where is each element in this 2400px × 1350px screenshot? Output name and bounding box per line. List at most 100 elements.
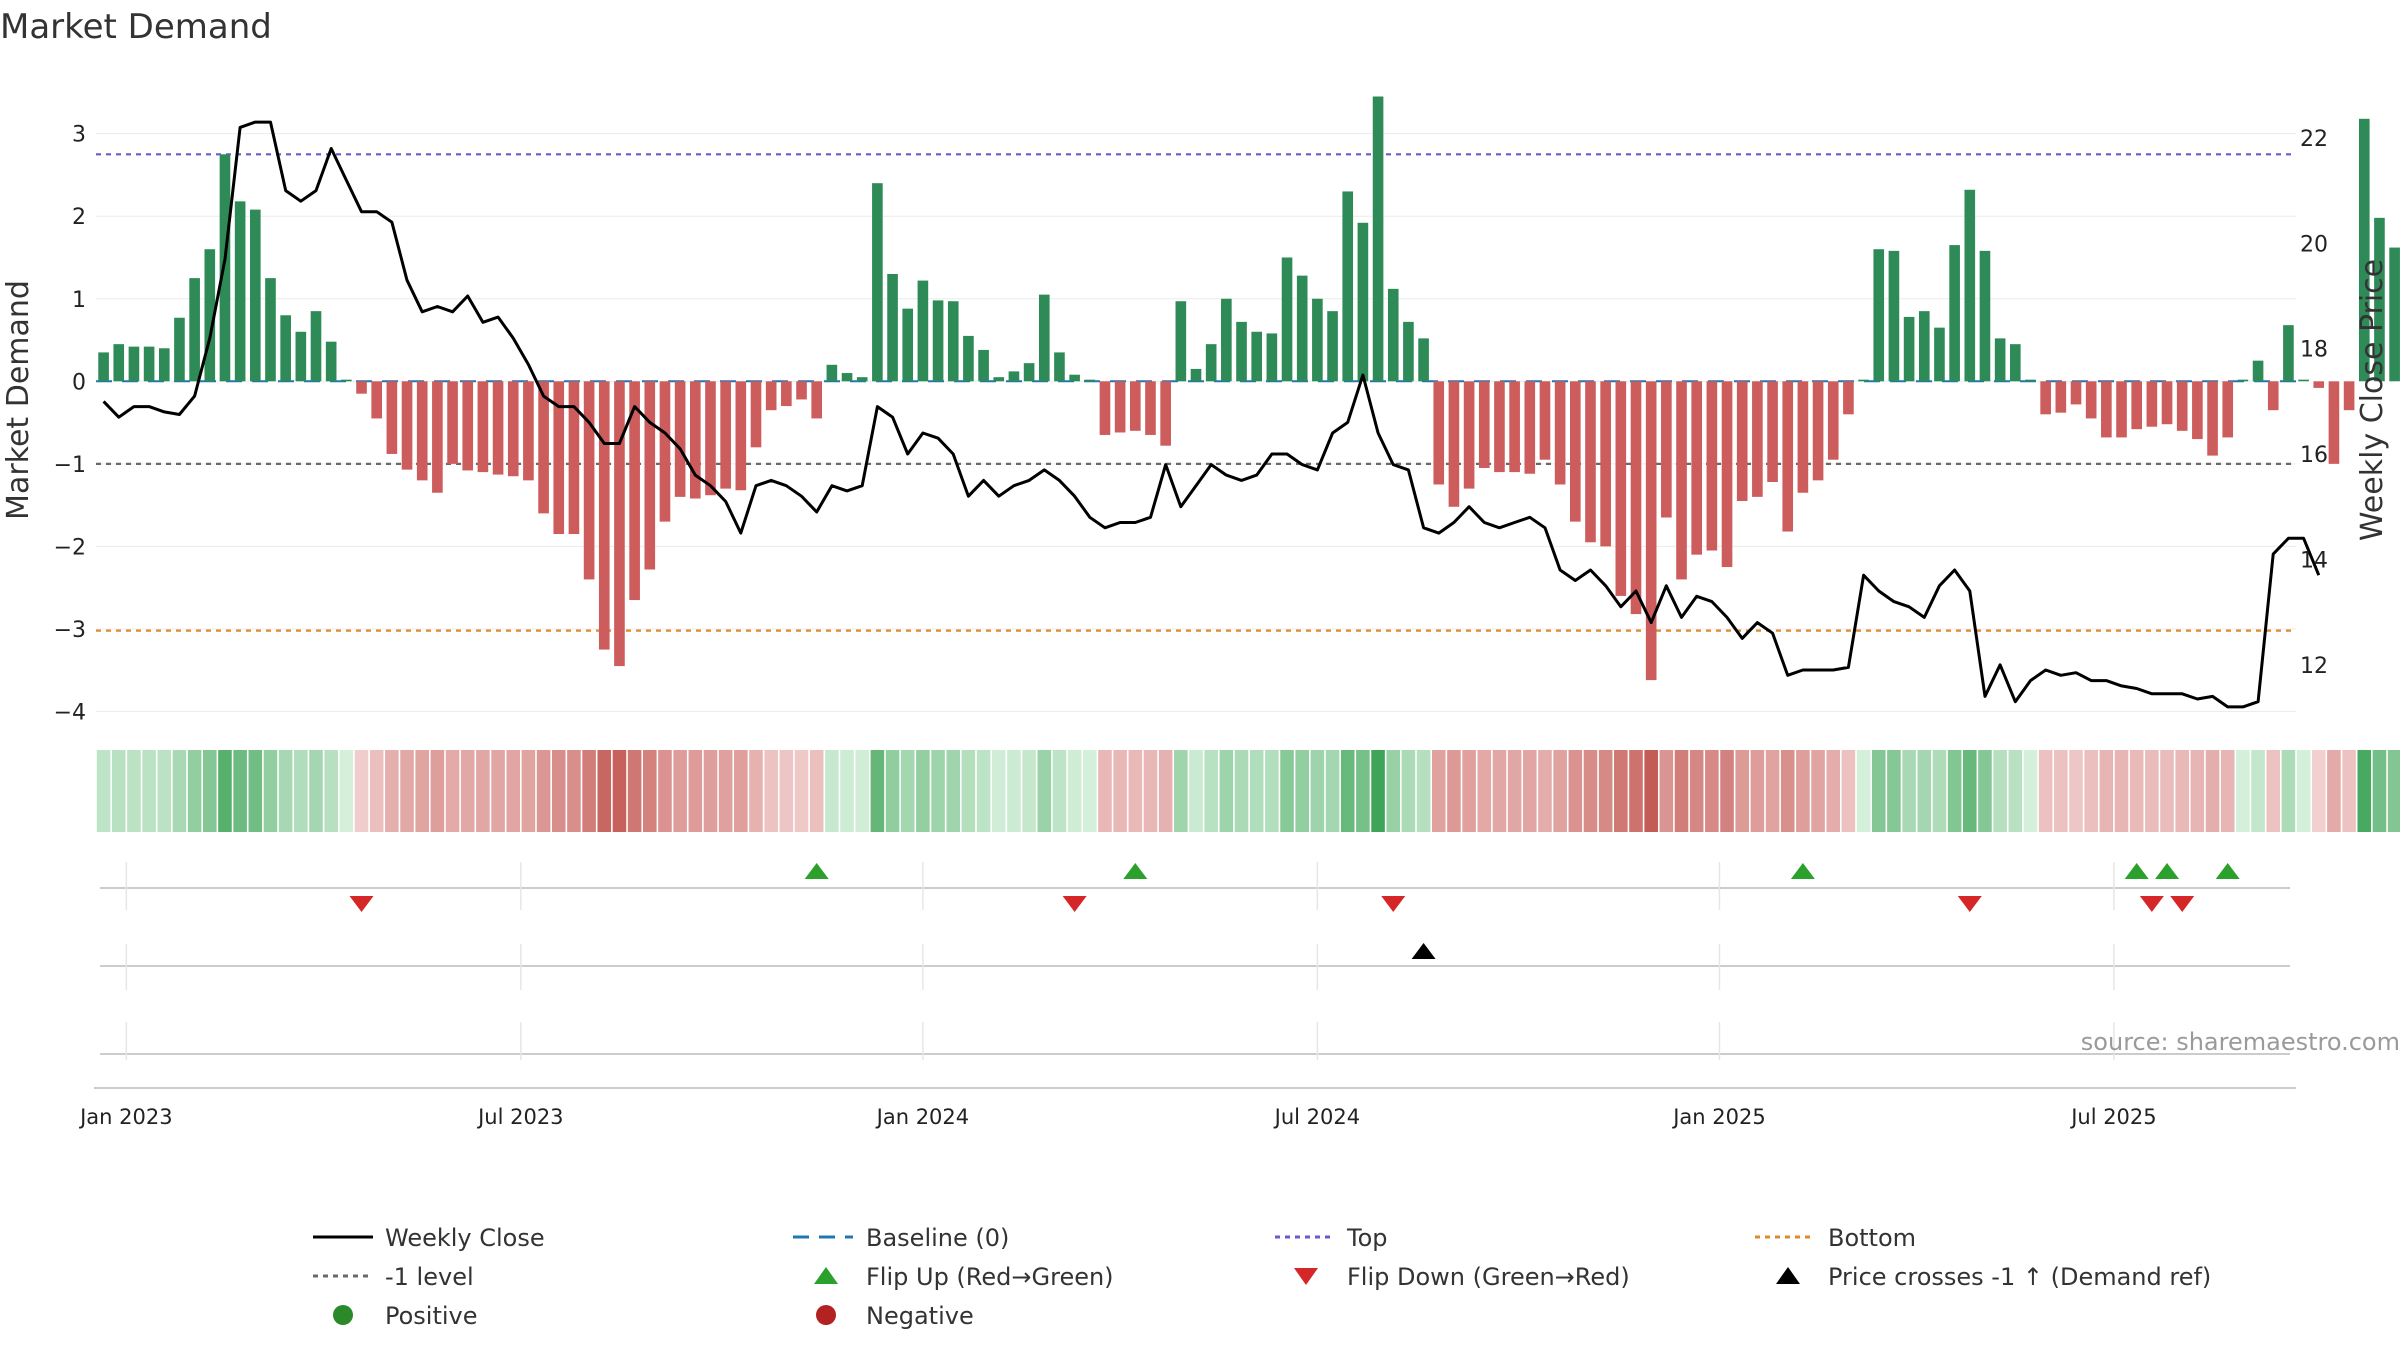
heat-cell <box>1917 750 1932 832</box>
negative-bar <box>507 381 519 477</box>
heat-cell <box>142 750 156 832</box>
heat-cell <box>1280 750 1294 832</box>
positive-bar <box>1918 311 1930 382</box>
positive-bar <box>872 183 883 382</box>
heat-cell <box>157 750 172 832</box>
negative-bar <box>2161 381 2173 425</box>
heat-cell <box>96 750 111 832</box>
positive-bar <box>1054 352 1065 382</box>
heat-cell <box>278 750 293 832</box>
weekly-close-line <box>102 120 2321 709</box>
heat-cell <box>1477 750 1492 832</box>
flip-up-marker <box>2124 863 2149 879</box>
heat-cell <box>1978 750 1992 832</box>
negative-bar <box>2267 381 2279 411</box>
heat-cell <box>1750 750 1765 832</box>
right-tick-label: 14 <box>2300 548 2328 573</box>
heat-cell <box>2357 750 2372 832</box>
negative-bar <box>1630 381 1642 615</box>
positive-bar <box>113 344 125 382</box>
heat-cell <box>294 750 308 832</box>
heat-cell <box>1143 750 1158 832</box>
positive-bar <box>98 352 109 382</box>
heat-cell <box>1538 750 1552 832</box>
negative-bar <box>1827 381 1839 460</box>
negative-bar <box>1114 381 1126 433</box>
negative-bar <box>629 381 640 601</box>
heat-cell <box>218 750 232 832</box>
negative-bar <box>720 381 731 489</box>
heat-cell <box>2023 750 2038 832</box>
legend-baseline-label: Baseline (0) <box>866 1224 1009 1252</box>
heat-cell <box>749 750 763 832</box>
heat-cell <box>1067 750 1082 832</box>
heat-cell <box>1371 750 1385 832</box>
flip-down-marker <box>1381 896 1406 912</box>
negative-bar <box>1691 381 1702 555</box>
positive-bar <box>1418 338 1429 382</box>
heat-cell <box>1295 750 1309 832</box>
positive-bar <box>1327 311 1338 382</box>
heat-cell <box>263 750 278 832</box>
negative-bar <box>1160 381 1171 446</box>
legend-negative-dot <box>816 1305 836 1325</box>
positive-bar <box>128 346 140 382</box>
heat-cell <box>339 750 354 832</box>
heat-cell <box>840 750 854 832</box>
positive-bar <box>841 373 853 382</box>
negative-bar <box>2222 381 2234 438</box>
negative-bar <box>2192 381 2203 440</box>
positive-bar <box>1069 374 1080 382</box>
positive-bar <box>1964 189 1976 382</box>
positive-bar <box>1023 363 1035 382</box>
flip-up-marker <box>2155 863 2180 879</box>
negative-bar <box>523 381 534 481</box>
heat-cell <box>1614 750 1628 832</box>
heat-cell <box>1856 750 1871 832</box>
left-tick-label: −2 <box>54 535 86 560</box>
legend-item-negative: Negative <box>816 1302 974 1330</box>
heat-cell <box>2236 750 2250 832</box>
heat-cell <box>870 750 885 832</box>
negative-bar <box>765 381 777 411</box>
positive-bar <box>1296 275 1308 382</box>
negative-bar <box>553 381 565 535</box>
right-tick-label: 18 <box>2300 338 2328 363</box>
positive-bar <box>1266 333 1278 382</box>
negative-bar <box>735 381 747 491</box>
heat-cell <box>764 750 778 832</box>
heat-cell <box>1219 750 1234 832</box>
heat-cell <box>946 750 961 832</box>
positive-bar <box>1372 96 1384 382</box>
negative-bar <box>568 381 580 535</box>
heat-cell <box>369 750 384 832</box>
negative-bar <box>2207 381 2218 456</box>
negative-bar <box>1524 381 1536 474</box>
negative-bar <box>1585 381 1596 543</box>
positive-bar <box>2283 325 2294 382</box>
legend-flip-down-label: Flip Down (Green→Red) <box>1347 1263 1630 1291</box>
heat-cell <box>885 750 900 832</box>
heat-cell <box>1659 750 1674 832</box>
negative-bar <box>750 381 762 448</box>
negative-bar <box>598 381 610 650</box>
positive-bar <box>947 301 959 382</box>
heat-cell <box>233 750 247 832</box>
positive-bar <box>280 315 291 382</box>
heat-cell <box>1963 750 1977 832</box>
demand-bars <box>98 96 2400 681</box>
heat-cell <box>2205 750 2220 832</box>
heat-cell <box>2099 750 2114 832</box>
heat-cell <box>658 750 672 832</box>
positive-bar <box>1084 379 1096 382</box>
positive-bar <box>1175 301 1187 382</box>
negative-bar <box>1676 381 1687 580</box>
legend-positive-dot <box>333 1305 353 1325</box>
heat-cell <box>1037 750 1052 832</box>
positive-bar <box>2358 118 2370 382</box>
heat-cell <box>2342 750 2356 832</box>
heat-cell <box>1796 750 1810 832</box>
positive-bar <box>1858 379 1869 382</box>
heat-cell <box>1902 750 1916 832</box>
